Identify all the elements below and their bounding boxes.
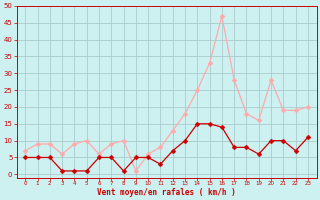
X-axis label: Vent moyen/en rafales ( km/h ): Vent moyen/en rafales ( km/h ) [97, 188, 236, 197]
